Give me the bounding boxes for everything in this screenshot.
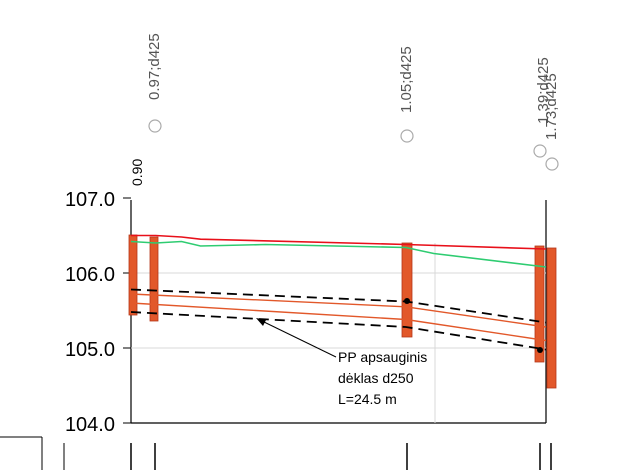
well-label: 1.73;d425 — [543, 73, 560, 140]
annotation-leader — [261, 320, 337, 358]
profile-line — [131, 234, 547, 250]
well-label: 1.39;d425 — [535, 57, 552, 124]
y-tick-label: 106.0 — [65, 264, 115, 286]
profile-lines — [130, 234, 547, 351]
profile-line — [130, 240, 547, 268]
pipe-node-icon — [537, 347, 543, 353]
pipe-node-icon — [404, 298, 410, 304]
y-tick-label: 107.0 — [65, 189, 115, 211]
well-label: 0.97;d425 — [146, 33, 163, 100]
profile-line — [130, 311, 547, 351]
profile-line — [130, 302, 547, 342]
well-marker-icon — [533, 144, 547, 158]
well-body-left — [128, 234, 159, 322]
annotation-line-2: dėklas d250 — [338, 370, 414, 386]
height-label: 0.90 — [129, 159, 145, 186]
y-tick-label: 105.0 — [65, 339, 115, 361]
well-label: 1.05;d425 — [398, 46, 415, 113]
arrow-icon — [256, 318, 266, 326]
profile-line — [130, 293, 547, 328]
y-tick-label: 104.0 — [65, 414, 115, 436]
well-body-middle — [401, 242, 413, 338]
well-body-right — [534, 245, 557, 389]
annotation-line-3: L=24.5 m — [338, 391, 397, 407]
well-marker-icon — [148, 119, 162, 133]
well-marker-icon — [400, 129, 414, 143]
annotation-line-1: PP apsauginis — [338, 349, 427, 365]
well-marker-icon — [545, 157, 559, 171]
